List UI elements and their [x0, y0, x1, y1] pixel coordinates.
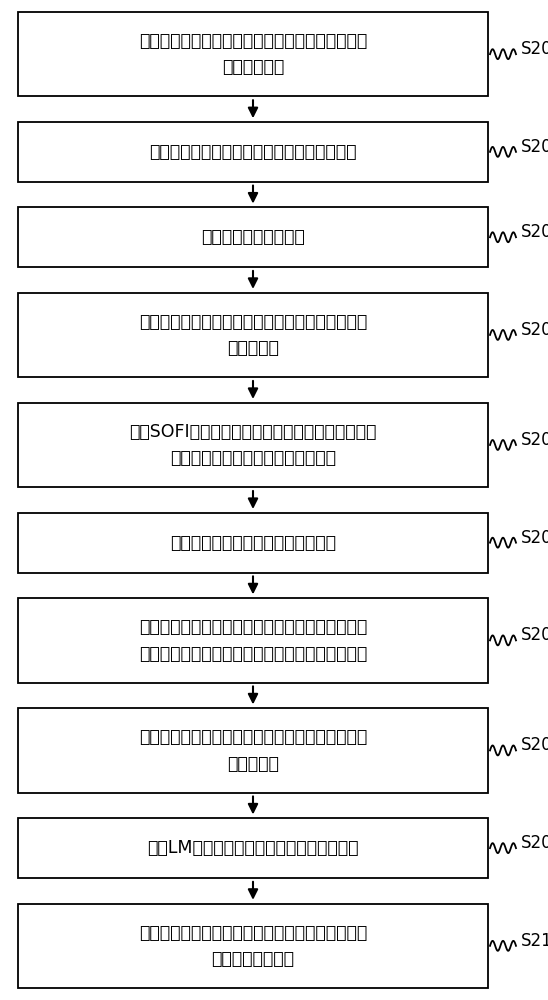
- Text: S202: S202: [521, 138, 548, 156]
- Text: 将每个荧光信号的中心位置叠加以构建样品的深层
细胞超分辨率图像: 将每个荧光信号的中心位置叠加以构建样品的深层 细胞超分辨率图像: [139, 924, 367, 968]
- Bar: [18, 207, 488, 267]
- Text: 根据LM算法定位出每个荧光信号的中心位置: 根据LM算法定位出每个荧光信号的中心位置: [147, 839, 359, 857]
- Text: 对新动画的每一帧进行分析，通过与预定点扩散函
数相匹配的尺寸定位图像来识别非重叠的荧光信号: 对新动画的每一帧进行分析，通过与预定点扩散函 数相匹配的尺寸定位图像来识别非重叠…: [139, 618, 367, 663]
- Bar: [18, 293, 488, 377]
- Text: 获取样品深层的荧光标记分子闪烁的荧光信号: 获取样品深层的荧光标记分子闪烁的荧光信号: [149, 143, 357, 161]
- Text: S207: S207: [521, 626, 548, 644]
- Text: S204: S204: [521, 321, 548, 339]
- Bar: [18, 12, 488, 96]
- Bar: [18, 513, 488, 573]
- Text: 将动画重组为一系列的动画组，每个动画组包含预
定个数的帧: 将动画重组为一系列的动画组，每个动画组包含预 定个数的帧: [139, 313, 367, 357]
- Text: S203: S203: [521, 223, 548, 241]
- Bar: [18, 598, 488, 683]
- Text: S201: S201: [521, 40, 548, 58]
- Text: 将荧光标记物连接待观察的样品，并将样品浸泡在
成像缓冲液中: 将荧光标记物连接待观察的样品，并将样品浸泡在 成像缓冲液中: [139, 32, 367, 76]
- Text: 通过SOFI算法对每个动画组进行二阶相关度运算，
以去除荧光信号中非关联的背景噪音: 通过SOFI算法对每个动画组进行二阶相关度运算， 以去除荧光信号中非关联的背景噪…: [129, 423, 376, 467]
- Text: S206: S206: [521, 529, 548, 547]
- Text: S210: S210: [521, 932, 548, 950]
- Bar: [18, 403, 488, 487]
- Bar: [18, 708, 488, 793]
- Text: 将经降噪处理的动画组重组为新动画: 将经降噪处理的动画组重组为新动画: [170, 534, 336, 552]
- Text: S209: S209: [521, 834, 548, 852]
- Bar: [18, 904, 488, 988]
- Text: 获得每个荧光信号的峰位置，构建相应的分辨率定
位显微图像: 获得每个荧光信号的峰位置，构建相应的分辨率定 位显微图像: [139, 728, 367, 773]
- Bar: [18, 818, 488, 878]
- Bar: [18, 122, 488, 182]
- Text: S208: S208: [521, 736, 548, 754]
- Text: 将荧光信号记录成动画: 将荧光信号记录成动画: [201, 228, 305, 246]
- Text: S205: S205: [521, 431, 548, 449]
